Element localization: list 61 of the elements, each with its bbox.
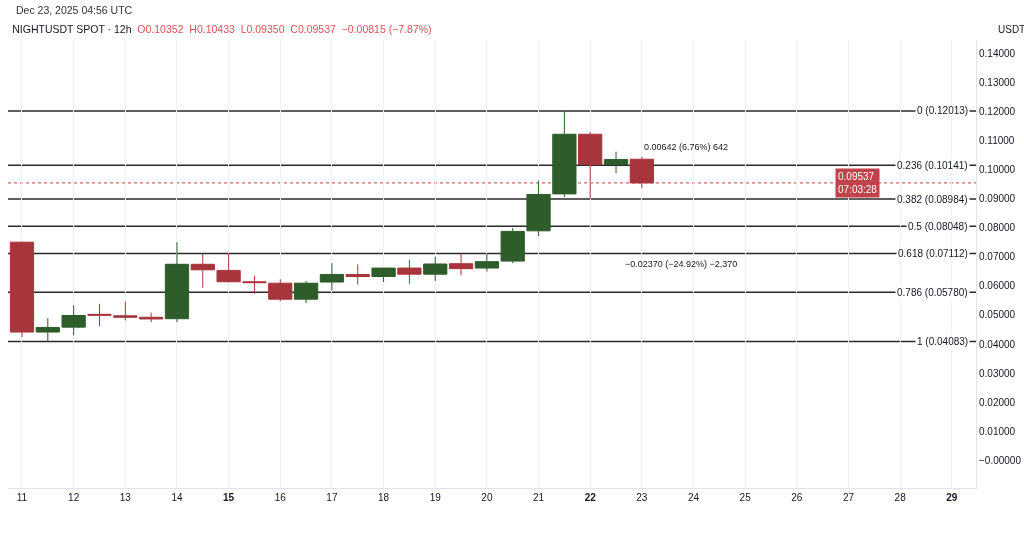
y-tick-label: 0.13000 <box>979 76 1016 88</box>
candlestick <box>423 256 448 282</box>
candlestick <box>319 262 345 291</box>
ref-line-label: 1 (0.04083) <box>917 336 969 347</box>
candlestick <box>293 280 319 304</box>
y-tick-label: 0.01000 <box>979 425 1016 437</box>
candlestick <box>578 131 603 200</box>
x-tick-label: 26 <box>791 492 803 503</box>
ref-line-label: 0.236 (0.10141) <box>897 160 968 171</box>
ref-line-label: 0 (0.12013) <box>917 105 969 116</box>
x-tick-label: 12 <box>68 492 80 503</box>
y-tick-label: 0.14000 <box>979 47 1016 59</box>
x-tick-label: 28 <box>894 492 907 503</box>
x-tick-label: 13 <box>119 492 132 503</box>
candlestick <box>164 241 190 323</box>
y-tick-label: 0.08000 <box>979 222 1016 234</box>
ref-line-label: 0.5 (0.08048) <box>908 221 968 232</box>
chart-subtitle: O0.10352 H0.10433 L0.09350 C0.09537 −0.00815 (−7.87%) <box>137 22 432 35</box>
x-tick-label: 20 <box>481 492 493 503</box>
x-tick-label: 15 <box>223 492 235 503</box>
y-tick-label: 0.10000 <box>979 163 1016 175</box>
candlestick <box>268 278 293 302</box>
candlestick <box>629 156 654 189</box>
y-tick-label: 0.02000 <box>979 396 1016 408</box>
y-tick-label: 0.04000 <box>979 338 1016 350</box>
candlestick <box>371 267 396 283</box>
x-tick-label: 22 <box>584 492 597 503</box>
ref-line-label: 0.09537 07:03:28 <box>838 171 878 195</box>
chart-title: NIGHTUSDT SPOT · 12h <box>12 22 132 35</box>
y-tick-label: −0.00000 <box>979 454 1022 466</box>
candlestick <box>603 151 629 174</box>
annotation: −0.02370 (−24.92%) −2,370 <box>625 259 738 269</box>
y-tick-label: 0.07000 <box>979 251 1016 263</box>
y-tick-label: 0.03000 <box>979 367 1016 379</box>
y-tick-label: 0.12000 <box>979 105 1016 117</box>
candlestick <box>397 259 422 285</box>
candlestick <box>190 253 215 289</box>
x-tick-label: 19 <box>429 492 442 503</box>
y-tick-label: 0.09000 <box>979 193 1016 205</box>
y-tick-label: 0.11000 <box>979 134 1015 146</box>
x-tick-label: 24 <box>687 492 700 503</box>
x-tick-label: 25 <box>739 492 752 503</box>
x-tick-label: 17 <box>326 492 338 503</box>
candlestick <box>345 263 370 286</box>
x-tick-label: 23 <box>636 492 648 503</box>
y-tick-label: 0.06000 <box>979 280 1016 292</box>
x-tick-label: 21 <box>532 492 545 503</box>
x-tick-label: 27 <box>842 492 855 503</box>
ref-line-label: 0.618 (0.07112) <box>898 248 968 259</box>
ref-line-label: 0.786 (0.05780) <box>897 287 968 298</box>
y-tick-label: 0.05000 <box>979 309 1016 321</box>
x-tick-label: 18 <box>378 492 390 503</box>
x-tick-label: 14 <box>171 492 183 503</box>
candlestick <box>9 241 35 338</box>
x-tick-label: 16 <box>274 492 287 503</box>
annotation: 0.00642 (6.76%) 642 <box>644 142 729 152</box>
text: Dec 23, 2025 04:56 UTC <box>16 4 133 16</box>
candlestick <box>448 253 474 276</box>
x-tick-label: 11 <box>16 492 28 503</box>
x-tick-label: 29 <box>946 492 958 503</box>
ref-line-label: 0.382 (0.08984) <box>897 194 968 205</box>
